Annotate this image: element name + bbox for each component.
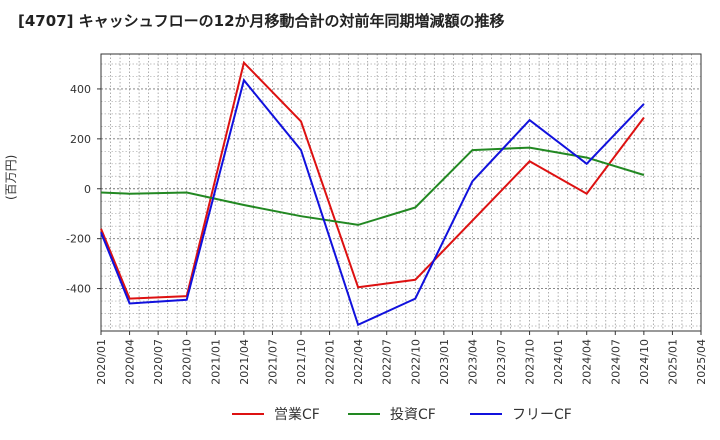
- series-line-2: [100, 146, 645, 226]
- x-tick-label: 2021/04: [238, 339, 251, 385]
- legend-label-2: 投資CF: [390, 407, 436, 423]
- plot-area: [101, 54, 701, 331]
- legend-label-1: 営業CF: [274, 407, 320, 423]
- x-tick-label: 2021/07: [266, 339, 279, 385]
- x-tick-label: 2023/10: [524, 339, 537, 385]
- x-tick-label: 2020/01: [95, 339, 108, 385]
- y-tick-label: -200: [66, 233, 91, 246]
- x-tick-label: 2024/07: [609, 339, 622, 385]
- x-tick-label: 2025/01: [666, 339, 679, 385]
- x-tick-label: 2024/10: [638, 339, 651, 385]
- x-tick-label: 2020/10: [181, 339, 194, 385]
- series-line-3: [100, 78, 645, 327]
- x-tick-label: 2024/04: [581, 339, 594, 385]
- x-tick-label: 2022/07: [381, 339, 394, 385]
- x-tick-label: 2022/01: [324, 339, 337, 385]
- x-tick-label: 2020/07: [152, 339, 165, 385]
- x-tick-label: 2024/01: [552, 339, 565, 385]
- x-tick-label: 2023/01: [438, 339, 451, 385]
- chart-title: [4707] キャッシュフローの12か月移動合計の対前年同期増減額の推移: [18, 12, 505, 30]
- x-tick-label: 2022/10: [409, 339, 422, 385]
- x-tick-label: 2023/07: [495, 339, 508, 385]
- y-tick-label: 0: [84, 183, 91, 196]
- x-tick-label: 2023/04: [466, 339, 479, 385]
- x-tick-label: 2022/04: [352, 339, 365, 385]
- x-tick-label: 2025/04: [695, 339, 708, 385]
- y-tick-label: -400: [66, 283, 91, 296]
- series-line-1: [100, 60, 645, 300]
- legend-label-3: フリーCF: [512, 407, 572, 423]
- x-tick-label: 2021/10: [295, 339, 308, 385]
- x-tick-label: 2020/04: [124, 339, 137, 385]
- y-tick-label: 400: [70, 83, 91, 96]
- x-tick-label: 2021/01: [209, 339, 222, 385]
- y-tick-label: 200: [70, 133, 91, 146]
